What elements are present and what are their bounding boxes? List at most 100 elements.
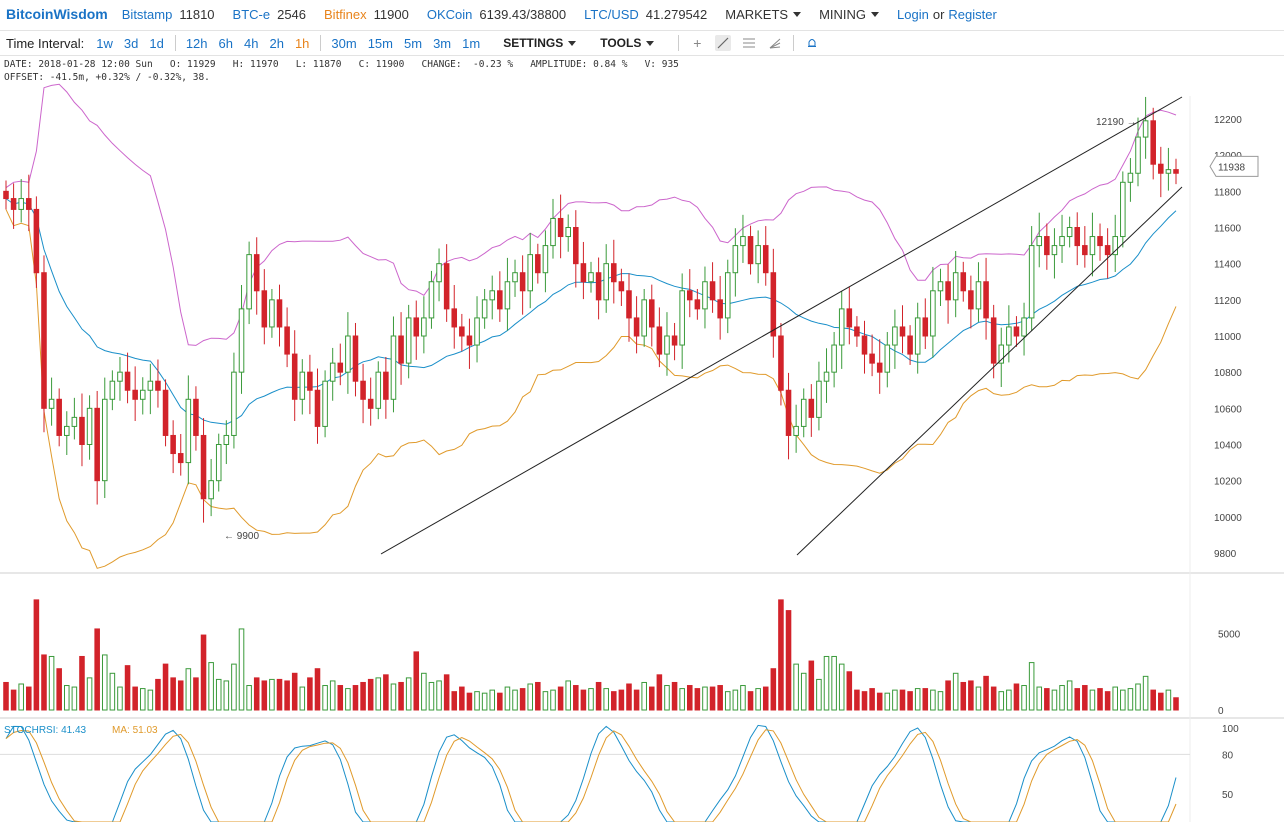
candle xyxy=(208,480,214,500)
tools-menu[interactable]: TOOLS xyxy=(600,36,655,50)
candle xyxy=(177,453,184,464)
volume-bar xyxy=(162,663,169,711)
volume-bar xyxy=(147,689,154,711)
stochrsi-line xyxy=(5,724,1177,822)
register-link[interactable]: Register xyxy=(948,6,997,22)
mining-menu[interactable]: MINING xyxy=(819,7,880,22)
volume-bar xyxy=(573,685,579,711)
candle xyxy=(649,299,655,328)
bell-icon[interactable] xyxy=(804,35,820,51)
trendline-icon[interactable] xyxy=(715,35,732,51)
interval-1d[interactable]: 1d xyxy=(149,35,164,51)
crosshair-icon[interactable]: + xyxy=(693,35,702,51)
markets-menu[interactable]: MARKETS xyxy=(725,7,802,22)
volume-bar xyxy=(185,668,192,711)
volume-bar xyxy=(398,681,404,711)
candle xyxy=(838,308,845,346)
volume-bar xyxy=(56,668,62,711)
candle xyxy=(611,263,617,283)
volume-bar xyxy=(709,686,716,711)
volume-bar xyxy=(86,677,93,711)
volume-bar xyxy=(854,689,860,711)
candle xyxy=(565,227,571,238)
market-price: 2546 xyxy=(277,6,307,22)
market-0[interactable]: Bitstamp 11810 xyxy=(122,7,215,22)
toolbar: Time Interval: 1w 3d 1d 12h 6h 4h 2h 1h 30m 15m 5m… xyxy=(0,30,1284,56)
volume-bar xyxy=(952,672,959,711)
interval-3m[interactable]: 3m xyxy=(433,35,452,51)
interval-15m[interactable]: 15m xyxy=(367,35,393,51)
candle xyxy=(626,290,632,319)
volume-bar xyxy=(831,655,837,711)
candle xyxy=(762,245,769,274)
volume-bar xyxy=(732,689,739,711)
candle xyxy=(337,362,344,373)
interval-6h[interactable]: 6h xyxy=(218,35,233,51)
brand-logo[interactable]: BitcoinWisdom xyxy=(6,6,108,22)
volume-bar xyxy=(238,628,245,711)
y-tick-label: 9800 xyxy=(1214,549,1237,560)
volume-bar xyxy=(512,689,518,711)
y-tick-label: 10400 xyxy=(1214,441,1242,452)
volume-bar xyxy=(907,691,913,711)
candle xyxy=(968,290,974,310)
chevron-down-icon xyxy=(871,11,880,17)
volume-bar xyxy=(611,691,617,711)
y-tick-label: 10000 xyxy=(1214,513,1242,524)
or-text: or xyxy=(932,6,945,22)
candle xyxy=(960,272,967,292)
volume-bar xyxy=(41,654,47,711)
volume-bar xyxy=(170,677,176,711)
candle xyxy=(983,281,989,319)
candle xyxy=(527,254,533,292)
toolbar-divider xyxy=(793,35,795,51)
market-2[interactable]: Bitfinex 11900 xyxy=(324,7,409,22)
interval-3d[interactable]: 3d xyxy=(123,35,139,51)
market-4[interactable]: LTC/USD 41.279542 xyxy=(584,7,707,22)
volume-bar xyxy=(246,685,252,711)
fibonacci-icon[interactable] xyxy=(741,35,757,51)
market-price: 11810 xyxy=(179,6,215,22)
current-price-label: 11938 xyxy=(1218,162,1246,173)
candle xyxy=(436,263,442,283)
candle xyxy=(3,190,9,200)
volume-bar xyxy=(375,677,382,711)
volume-tick-label: 0 xyxy=(1218,706,1224,717)
volume-bar xyxy=(535,681,541,711)
interval-2h[interactable]: 2h xyxy=(269,35,284,51)
candle xyxy=(1127,172,1134,183)
fan-icon[interactable] xyxy=(767,35,783,51)
interval-1m[interactable]: 1m xyxy=(462,35,481,51)
volume-bar xyxy=(1165,689,1172,711)
interval-1h[interactable]: 1h xyxy=(294,35,310,51)
interval-1w[interactable]: 1w xyxy=(96,35,113,51)
volume-bar xyxy=(823,655,830,711)
toolbar-divider xyxy=(678,35,680,51)
volume-bar xyxy=(481,692,488,711)
chevron-down-icon xyxy=(646,40,655,46)
candle xyxy=(717,299,723,319)
market-3[interactable]: OKCoin 6139.43/38800 xyxy=(427,7,566,22)
toolbar-divider xyxy=(320,35,322,51)
settings-menu[interactable]: SETTINGS xyxy=(503,36,577,50)
interval-5m[interactable]: 5m xyxy=(404,35,423,51)
interval-12h[interactable]: 12h xyxy=(185,35,208,51)
candle xyxy=(421,317,427,337)
candle xyxy=(459,326,465,337)
volume-bar xyxy=(109,672,116,711)
volume-bar xyxy=(428,681,435,711)
volume-bar xyxy=(550,689,556,711)
market-1[interactable]: BTC-e 2546 xyxy=(233,7,306,22)
candle xyxy=(884,344,891,373)
candle xyxy=(519,272,526,292)
volume-bar xyxy=(345,688,351,711)
volume-bar xyxy=(405,677,412,711)
candle xyxy=(117,371,123,382)
volume-bar xyxy=(747,691,754,711)
volume-bar xyxy=(641,681,647,711)
interval-30m[interactable]: 30m xyxy=(331,35,357,51)
interval-4h[interactable]: 4h xyxy=(244,35,259,51)
login-link[interactable]: Login xyxy=(897,6,929,22)
candle xyxy=(800,398,807,427)
